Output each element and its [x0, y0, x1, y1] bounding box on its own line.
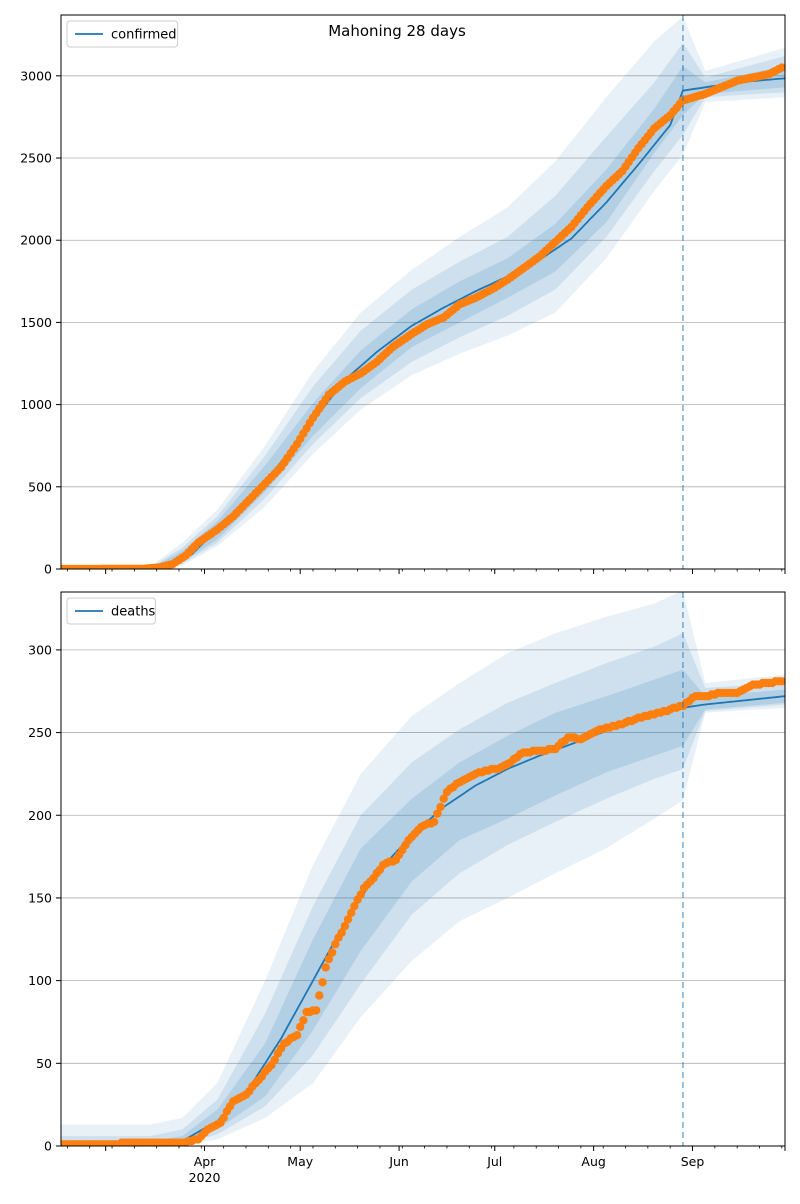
- y-tick-label: 300: [28, 642, 52, 657]
- observed-point: [777, 63, 785, 72]
- y-tick-label: 0: [44, 1139, 52, 1154]
- x-tick-label: 2020: [189, 1170, 221, 1185]
- legend-label: confirmed: [111, 28, 177, 43]
- y-tick-label: 1000: [20, 397, 52, 412]
- y-tick-label: 50: [36, 1056, 52, 1071]
- x-tick-label: Jul: [486, 1154, 502, 1169]
- y-tick-label: 2000: [20, 233, 52, 248]
- y-tick-label: 200: [28, 808, 52, 823]
- y-tick-label: 150: [28, 890, 52, 905]
- y-tick-label: 0: [44, 562, 52, 577]
- y-tick-label: 3000: [20, 68, 52, 83]
- observed-point: [436, 802, 445, 812]
- observed-point: [331, 940, 340, 949]
- observed-point: [324, 954, 334, 964]
- observed-point: [337, 928, 346, 937]
- observed-point: [292, 1031, 302, 1040]
- observed-point: [270, 1055, 279, 1065]
- confidence-band-middle: [61, 42, 785, 569]
- observed-point: [327, 948, 337, 957]
- x-tick-label: Aug: [581, 1154, 605, 1169]
- observed-point: [321, 963, 330, 972]
- observed-point: [433, 809, 442, 818]
- legend-box: [66, 597, 156, 625]
- observed-point: [350, 902, 359, 911]
- y-tick-label: 500: [28, 479, 52, 494]
- observed-point: [318, 978, 327, 987]
- y-tick-label: 250: [28, 725, 52, 740]
- observed-point: [356, 890, 365, 899]
- y-tick-label: 1500: [20, 315, 52, 330]
- legend-label: deaths: [111, 605, 156, 620]
- axes-frame: [60, 591, 786, 1147]
- plot-area: [61, 16, 785, 569]
- observed-point: [777, 677, 785, 686]
- observed-point: [299, 1016, 308, 1025]
- confidence-band-middle: [61, 633, 785, 1146]
- legend: confirmed: [66, 20, 179, 48]
- observed-point: [439, 794, 448, 803]
- confirmed-panel: 0 500 1000 1500 2000 2500 3000 confirmed: [20, 14, 786, 577]
- observed-point: [340, 921, 350, 931]
- plot-area: [61, 592, 785, 1146]
- legend-box: [66, 20, 179, 48]
- observed-point: [315, 991, 324, 1000]
- observed-point: [347, 908, 356, 917]
- axes-frame: [60, 14, 786, 570]
- legend: deaths: [66, 597, 156, 625]
- y-tick-label: 2500: [20, 151, 52, 166]
- observed-point: [296, 1022, 305, 1032]
- x-tick-label: Jun: [388, 1154, 409, 1169]
- observed-point: [343, 915, 353, 924]
- x-tick-label: May: [287, 1154, 313, 1169]
- observed-point: [312, 1006, 321, 1015]
- x-tick-label: Apr: [194, 1154, 216, 1169]
- observed-point: [430, 817, 439, 827]
- chart-title: Mahoning 28 days: [328, 22, 466, 40]
- observed-point: [219, 1113, 228, 1123]
- confidence-band-outer: [61, 16, 785, 569]
- y-tick-label: 100: [28, 973, 52, 988]
- x-tick-label: Sep: [681, 1154, 705, 1169]
